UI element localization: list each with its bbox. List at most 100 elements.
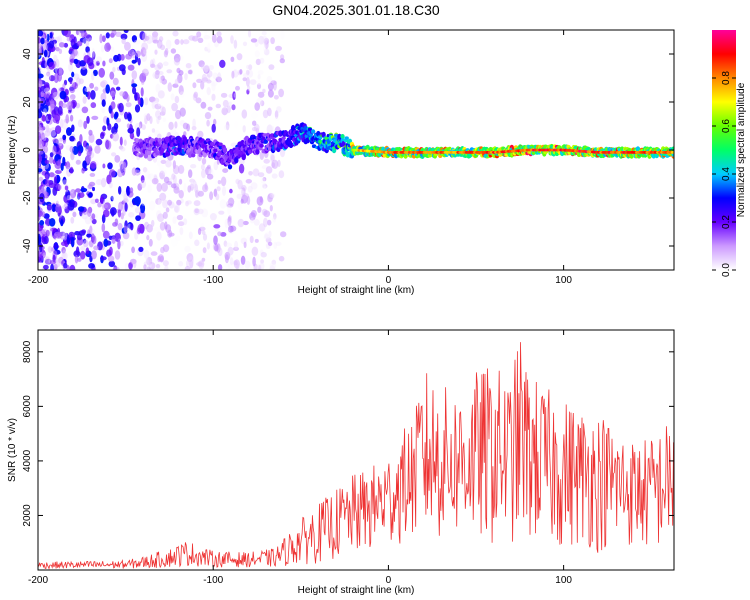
spectrogram-noise-mark [62,121,68,130]
spectrogram-noise-mark [146,266,151,270]
spectrogram-noise-mark [264,231,271,238]
spectrogram-noise-mark [53,114,59,121]
spectrogram-noise-mark [149,96,156,103]
spectrogram-noise-mark [170,127,177,138]
snr-frame [37,329,675,571]
spectrogram-x-tick-label: 0 [386,275,392,286]
spectrogram-noise-mark [201,208,209,218]
spectrogram-noise-mark [108,181,113,189]
spectrogram-noise-mark [193,200,201,207]
spectrogram-noise-mark [222,99,229,108]
spectrogram-noise-mark [88,263,95,269]
spectrogram-noise-mark [95,179,103,186]
spectrogram-noise-mark [157,101,164,107]
spectrogram-noise-mark [76,77,81,86]
spectrogram-noise-mark [72,49,78,57]
spectrogram-noise-mark [38,73,44,79]
spectrogram-noise-mark [44,91,51,98]
spectrogram-noise-mark [267,82,274,91]
spectrogram-noise-mark [137,96,141,106]
spectrogram-noise-mark [265,237,272,244]
spectrogram-noise-mark [256,264,262,270]
spectrogram-noise-mark [162,211,168,219]
spectrogram-noise-mark [269,265,276,270]
spectrogram-noise-mark [152,33,158,42]
spectrogram-noise-mark [160,75,165,81]
spectrogram-noise-mark [184,265,191,270]
spectrogram-noise-mark [233,246,239,251]
spectrogram-noise-mark [251,112,258,119]
spectrogram-noise-mark [130,223,134,231]
spectrogram-noise-mark [245,69,250,76]
spectrogram-noise-mark [238,188,244,195]
spectrogram-noise-mark [44,159,50,164]
spectrogram-noise-mark [224,263,231,270]
spectrogram-noise-mark [50,87,58,98]
spectrogram-noise-mark [41,114,46,122]
spectrogram-noise-mark [132,86,137,95]
spectrogram-ridge-mark [262,133,267,137]
spectrogram-noise-mark [154,97,160,104]
spectrogram-noise-mark [240,198,244,204]
spectrogram-noise-mark [55,47,60,52]
spectrogram-noise-mark [147,184,152,194]
spectrogram-noise-mark [146,224,154,232]
spectrogram-noise-mark [147,174,151,179]
spectrogram-noise-mark [69,77,73,85]
spectrogram-noise-mark [159,221,166,231]
spectrogram-noise-mark [69,135,75,142]
spectrogram-noise-mark [172,216,177,224]
spectrogram-noise-mark [216,186,221,192]
spectrogram-noise-mark [55,125,62,134]
spectrogram-noise-mark [229,188,233,194]
spectrogram-noise-mark [69,146,74,153]
spectrogram-noise-mark [200,80,205,90]
spectrogram-noise-mark [46,71,51,77]
spectrogram-noise-mark [91,250,97,260]
spectrogram-noise-mark [216,31,222,37]
spectrogram-noise-mark [107,162,113,170]
spectrogram-noise-mark [266,124,273,135]
spectrogram-noise-mark [159,111,166,116]
spectrogram-noise-mark [124,41,131,51]
spectrogram-noise-mark [126,94,130,103]
spectrogram-ridge-mark [263,139,268,144]
spectrogram-noise-mark [109,71,115,80]
spectrogram-noise-mark [62,176,67,185]
spectrogram-noise-mark [215,103,221,109]
spectrogram-noise-mark [280,231,287,238]
spectrogram-noise-mark [39,220,45,226]
spectrogram-noise-mark [242,73,249,78]
spectrogram-noise-mark [204,112,212,120]
spectrogram-noise-mark [188,169,193,179]
spectrogram-noise-mark [271,159,279,169]
spectrogram-noise-mark [57,184,62,191]
spectrogram-noise-mark [95,198,99,203]
spectrogram-noise-mark [87,37,94,44]
spectrogram-noise-mark [270,37,275,45]
spectrogram-noise-mark [43,190,48,199]
spectrogram-noise-mark [251,246,259,256]
spectrogram-noise-mark [200,223,204,228]
spectrogram-noise-mark [208,65,214,70]
spectrogram-noise-mark [73,58,79,65]
spectrogram-noise-mark [70,216,75,224]
spectrogram-noise-mark [255,58,261,66]
spectrogram-noise-mark [201,257,206,262]
spectrogram-noise-mark [53,176,58,187]
spectrogram-noise-mark [82,160,87,169]
spectrogram-noise-mark [267,107,272,117]
spectrogram-noise-mark [247,69,254,78]
spectrogram-noise-mark [155,83,161,93]
spectrogram-noise-mark [211,123,216,133]
spectrogram-noise-mark [261,31,267,36]
spectrogram-noise-mark [119,240,124,247]
spectrogram-noise-mark [81,32,88,37]
spectrogram-noise-mark [42,224,49,229]
spectrogram-noise-mark [263,158,271,164]
spectrogram-noise-mark [49,32,53,39]
snr-y-tick-label: 6000 [22,395,33,418]
spectrogram-noise-mark [246,195,251,205]
spectrogram-noise-mark [83,120,88,130]
spectrogram-noise-mark [149,200,156,211]
